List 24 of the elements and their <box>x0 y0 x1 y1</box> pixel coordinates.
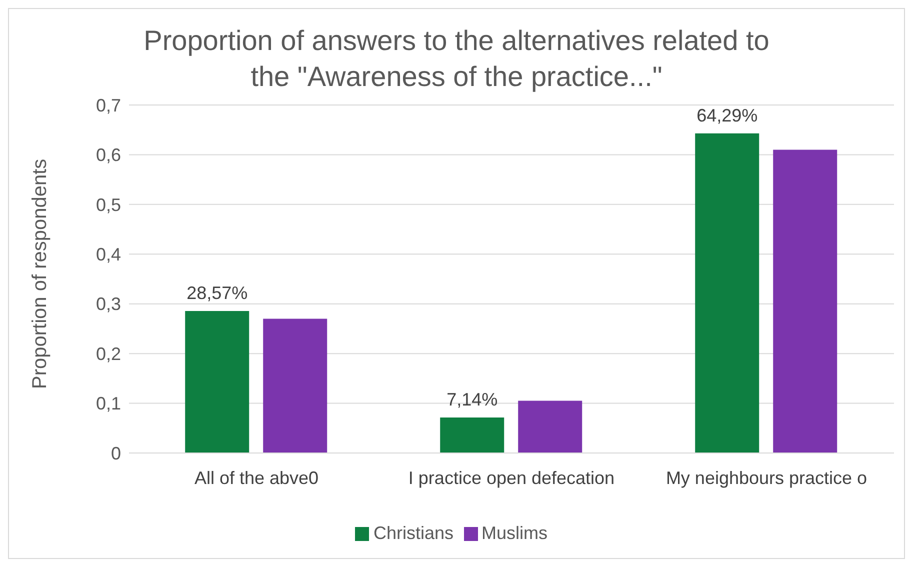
bar <box>695 133 760 453</box>
x-tick-label: My neighbours practice o <box>666 468 868 488</box>
y-axis-title: Proportion of respondents <box>29 158 52 389</box>
y-tick-label: 0,3 <box>96 294 121 314</box>
data-label: 64,29% <box>696 105 758 126</box>
bar <box>263 318 328 453</box>
y-tick-label: 0 <box>110 443 121 464</box>
bar <box>440 418 504 453</box>
chart-title: Proportion of answers to the alternatives related to the "Awareness of the practice..." <box>142 24 770 94</box>
y-tick-label: 0,1 <box>96 394 121 414</box>
y-tick-label: 0,2 <box>96 344 121 364</box>
y-tick-label: 0,7 <box>96 95 121 116</box>
legend-label: Christians <box>373 523 454 543</box>
x-tick-label: I practice open defecation <box>408 468 615 488</box>
data-label: 28,57% <box>186 282 248 303</box>
y-tick-label: 0,6 <box>96 145 121 166</box>
x-tick-label: All of the abve0 <box>194 468 319 488</box>
y-tick-label: 0,4 <box>96 244 121 265</box>
bar <box>518 400 582 453</box>
bar <box>773 150 838 453</box>
data-label: 7,14% <box>446 390 498 410</box>
y-tick-label: 0,5 <box>96 194 121 215</box>
bar <box>185 310 250 453</box>
legend-label: Muslims <box>482 523 548 543</box>
